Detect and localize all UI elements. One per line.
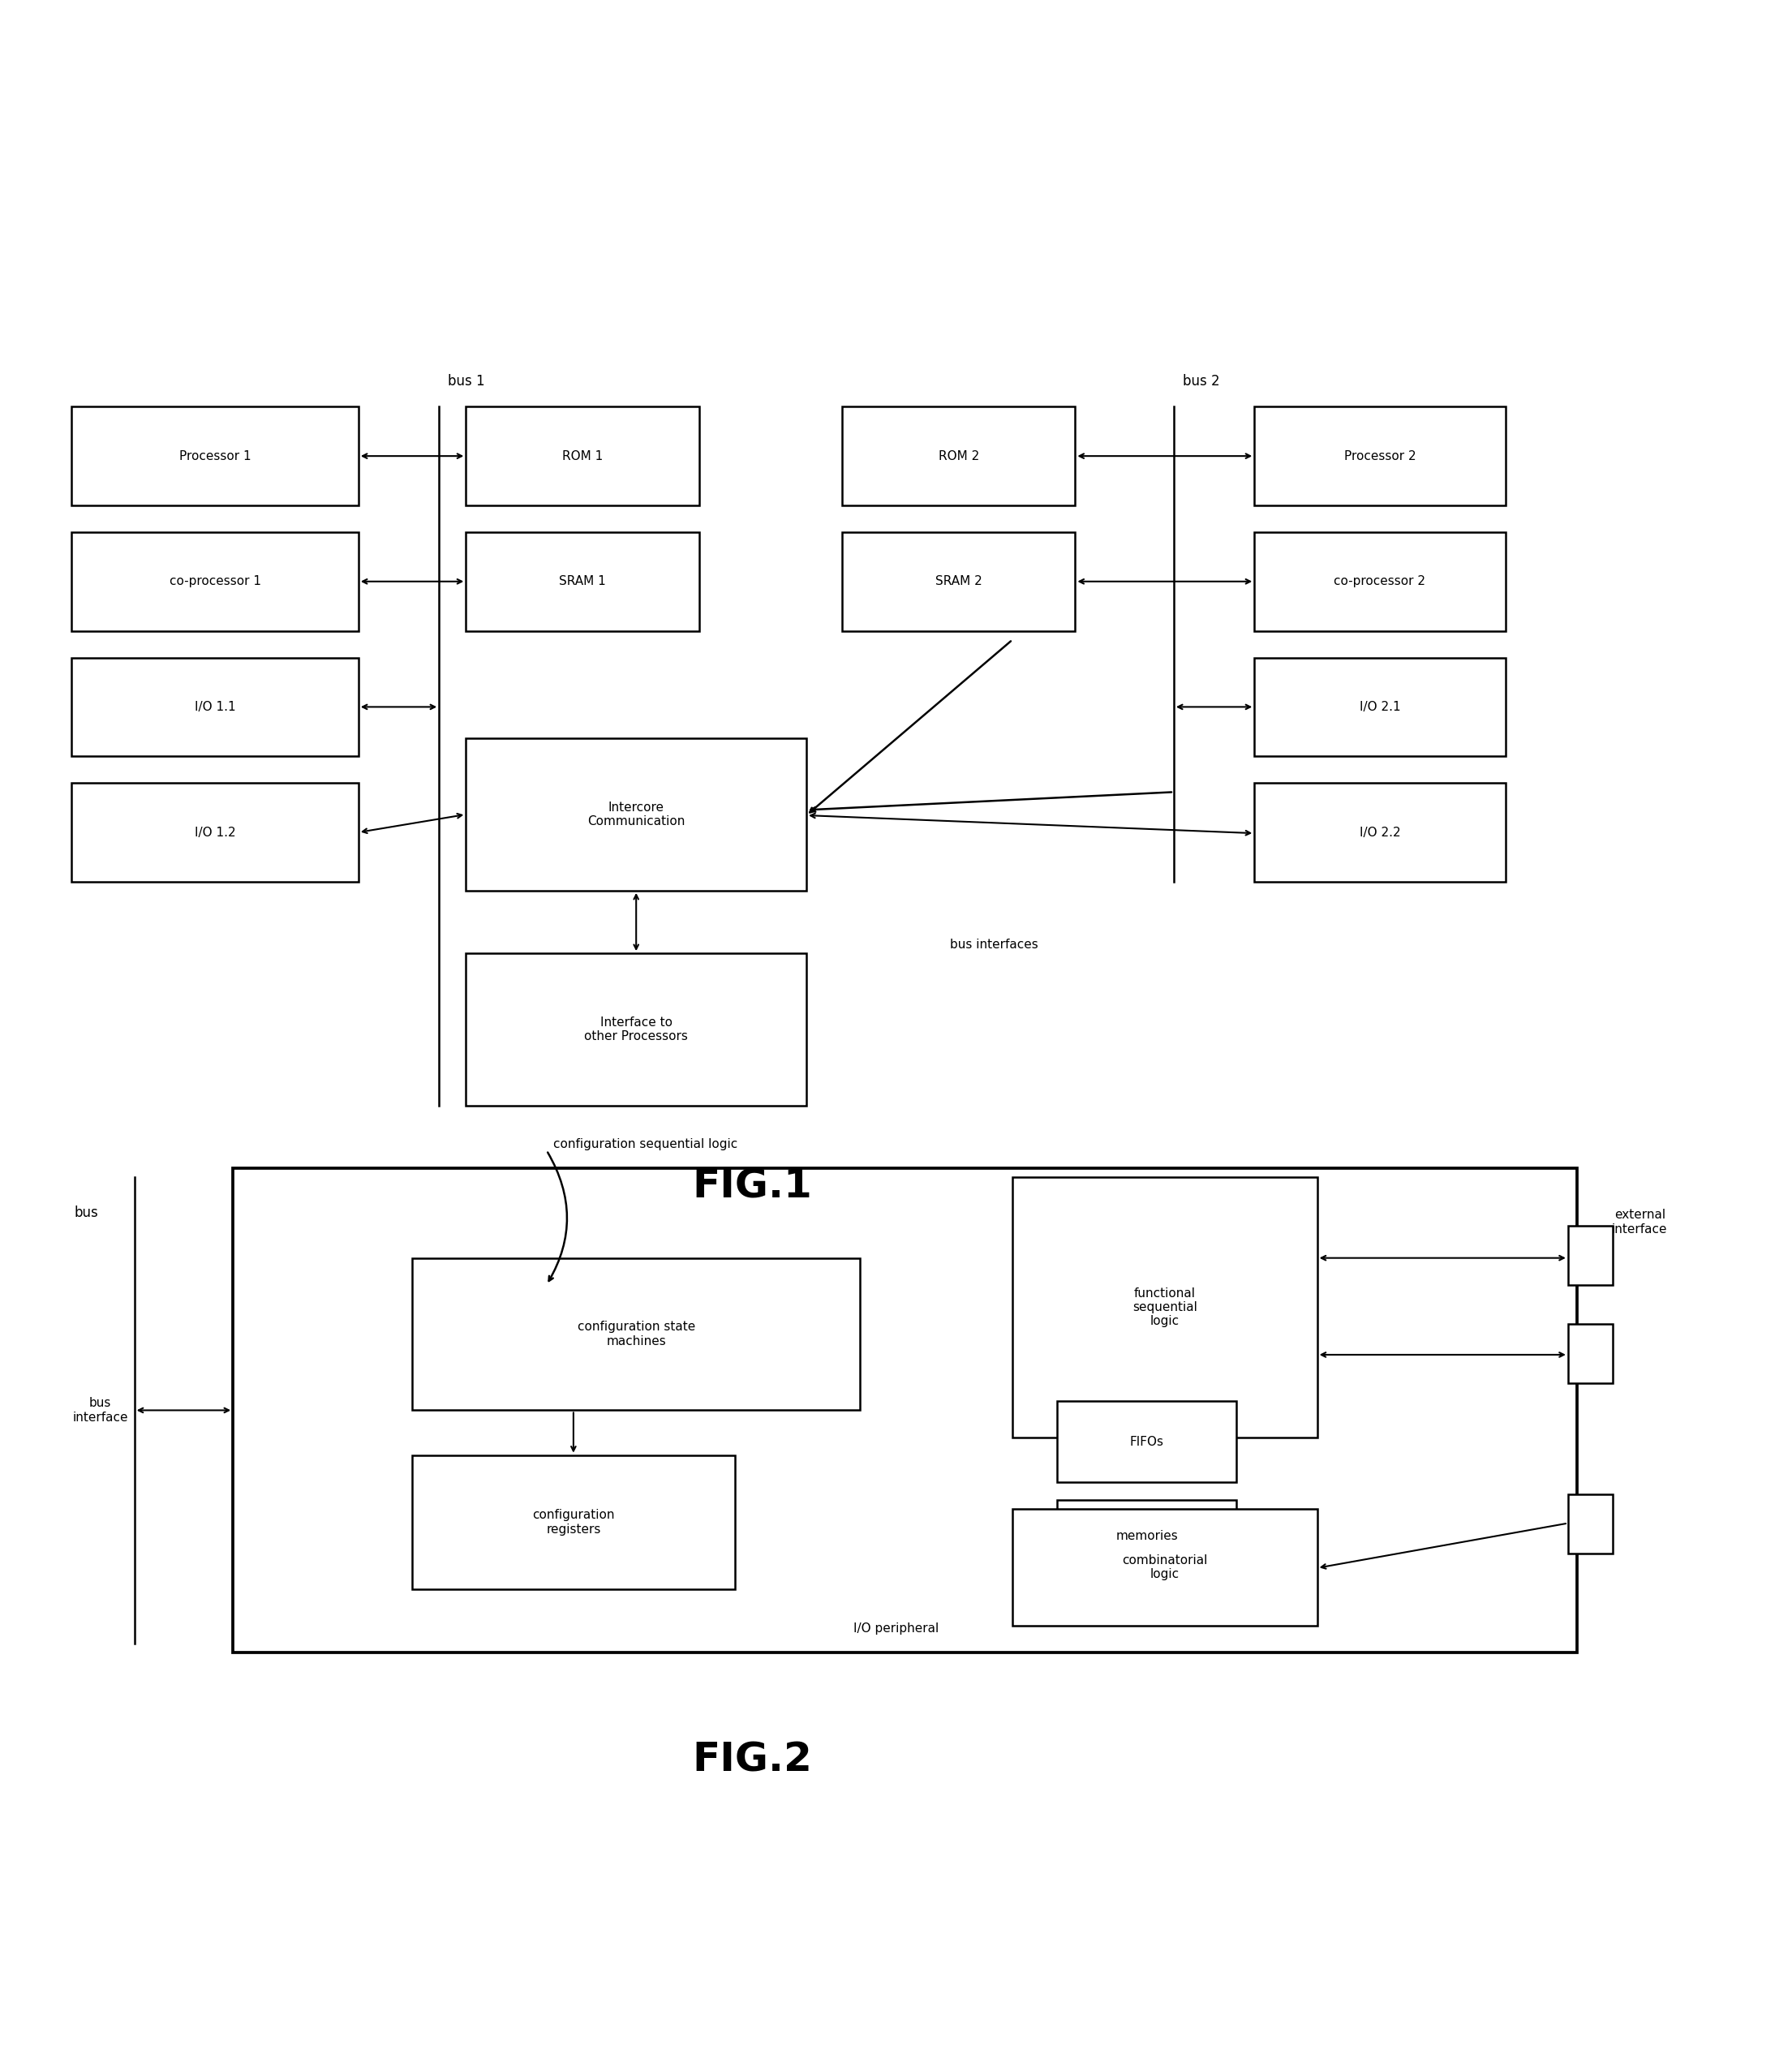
Text: FIG.1: FIG.1 bbox=[694, 1166, 812, 1205]
FancyBboxPatch shape bbox=[72, 533, 358, 631]
Text: co-processor 2: co-processor 2 bbox=[1333, 576, 1426, 588]
Text: bus: bus bbox=[73, 1205, 99, 1220]
FancyBboxPatch shape bbox=[1012, 1509, 1317, 1626]
Text: ROM 1: ROM 1 bbox=[563, 449, 602, 461]
Text: configuration
registers: configuration registers bbox=[532, 1509, 615, 1535]
Text: Interface to
other Processors: Interface to other Processors bbox=[584, 1017, 688, 1043]
Text: bus 1: bus 1 bbox=[448, 375, 486, 390]
FancyBboxPatch shape bbox=[1057, 1501, 1236, 1572]
FancyBboxPatch shape bbox=[412, 1259, 860, 1410]
FancyBboxPatch shape bbox=[72, 406, 358, 504]
FancyBboxPatch shape bbox=[466, 406, 699, 504]
FancyBboxPatch shape bbox=[466, 953, 806, 1105]
FancyBboxPatch shape bbox=[1568, 1324, 1613, 1384]
FancyBboxPatch shape bbox=[72, 783, 358, 881]
FancyBboxPatch shape bbox=[1057, 1402, 1236, 1482]
Text: bus
interface: bus interface bbox=[72, 1398, 129, 1423]
Text: I/O 2.1: I/O 2.1 bbox=[1360, 701, 1400, 713]
FancyBboxPatch shape bbox=[412, 1455, 735, 1589]
FancyBboxPatch shape bbox=[1254, 406, 1505, 504]
Text: FIFOs: FIFOs bbox=[1129, 1435, 1165, 1447]
Text: bus 2: bus 2 bbox=[1183, 375, 1220, 390]
FancyBboxPatch shape bbox=[1254, 783, 1505, 881]
Text: external
interface: external interface bbox=[1611, 1209, 1668, 1236]
Text: I/O 1.2: I/O 1.2 bbox=[195, 826, 235, 838]
Text: SRAM 2: SRAM 2 bbox=[935, 576, 982, 588]
Text: I/O 2.2: I/O 2.2 bbox=[1360, 826, 1400, 838]
Text: FIG.2: FIG.2 bbox=[694, 1740, 812, 1779]
FancyBboxPatch shape bbox=[466, 533, 699, 631]
FancyBboxPatch shape bbox=[1012, 1177, 1317, 1437]
Text: Intercore
Communication: Intercore Communication bbox=[588, 802, 685, 828]
FancyBboxPatch shape bbox=[1568, 1494, 1613, 1554]
FancyBboxPatch shape bbox=[233, 1168, 1577, 1652]
Text: memories: memories bbox=[1116, 1529, 1177, 1542]
FancyBboxPatch shape bbox=[72, 658, 358, 756]
Text: Processor 2: Processor 2 bbox=[1344, 449, 1416, 461]
FancyBboxPatch shape bbox=[842, 406, 1075, 504]
Text: bus interfaces: bus interfaces bbox=[950, 939, 1038, 951]
FancyBboxPatch shape bbox=[466, 738, 806, 890]
FancyBboxPatch shape bbox=[1254, 533, 1505, 631]
Text: I/O peripheral: I/O peripheral bbox=[853, 1624, 939, 1636]
Text: co-processor 1: co-processor 1 bbox=[168, 576, 262, 588]
FancyBboxPatch shape bbox=[1568, 1226, 1613, 1285]
FancyBboxPatch shape bbox=[1254, 658, 1505, 756]
Text: configuration state
machines: configuration state machines bbox=[577, 1320, 695, 1347]
Text: combinatorial
logic: combinatorial logic bbox=[1122, 1554, 1208, 1581]
Text: functional
sequential
logic: functional sequential logic bbox=[1133, 1287, 1197, 1328]
Text: Processor 1: Processor 1 bbox=[179, 449, 251, 461]
Text: I/O 1.1: I/O 1.1 bbox=[195, 701, 235, 713]
Text: SRAM 1: SRAM 1 bbox=[559, 576, 606, 588]
Text: configuration sequential logic: configuration sequential logic bbox=[554, 1138, 737, 1150]
Text: ROM 2: ROM 2 bbox=[939, 449, 978, 461]
FancyBboxPatch shape bbox=[842, 533, 1075, 631]
